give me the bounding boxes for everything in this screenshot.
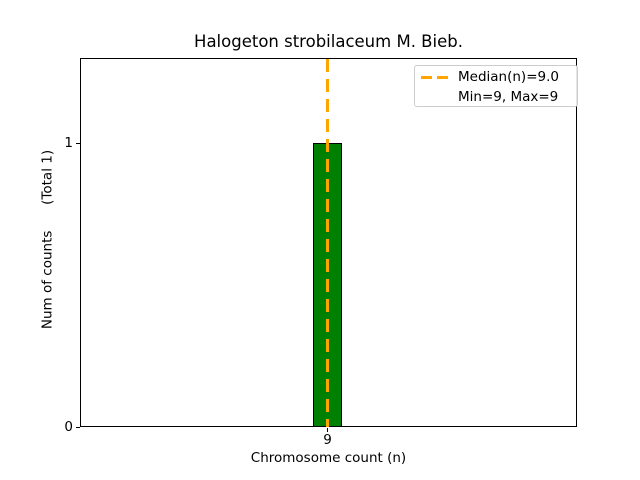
x-axis-label: Chromosome count (n) <box>250 450 407 466</box>
y-tick-mark-1 <box>76 143 80 144</box>
legend-label-median: Median(n)=9.0 <box>458 69 559 85</box>
y-tick-mark-0 <box>76 427 80 428</box>
y-tick-label-0: 0 <box>64 419 73 435</box>
legend-label-minmax: Min=9, Max=9 <box>458 89 559 105</box>
legend-entry-median: Median(n)=9.0 <box>421 67 571 87</box>
y-tick-label-1: 1 <box>64 135 73 151</box>
legend-empty-handle <box>421 96 448 99</box>
y-axis-label: Num of counts (Total 1) <box>39 149 56 330</box>
x-tick-mark-9 <box>327 428 328 432</box>
median-dashed-line-icon <box>421 75 448 79</box>
legend: Median(n)=9.0 Min=9, Max=9 <box>414 65 578 107</box>
median-dashed-line <box>326 59 329 427</box>
legend-entry-minmax: Min=9, Max=9 <box>421 87 571 107</box>
chart-title: Halogeton strobilaceum M. Bieb. <box>194 32 463 51</box>
x-tick-label-9: 9 <box>323 432 332 448</box>
